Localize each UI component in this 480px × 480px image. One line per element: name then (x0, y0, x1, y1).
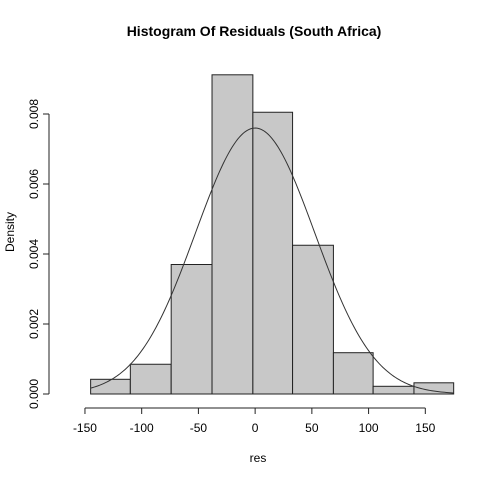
x-tick-label-1: -100 (130, 421, 154, 435)
histogram-bar-8 (413, 382, 455, 395)
histogram-bars (90, 74, 455, 395)
x-axis-label: res (250, 451, 267, 465)
histogram-bar-5 (292, 244, 334, 395)
histogram-bar-2 (170, 264, 213, 395)
y-tick-label-0: 0.000 (27, 379, 41, 409)
chart-title: Histogram Of Residuals (South Africa) (127, 23, 382, 39)
x-tick-label-0: -150 (73, 421, 97, 435)
normal-density-curve (90, 127, 454, 394)
x-tick-label-4: 50 (305, 421, 319, 435)
x-tick-label-2: -50 (190, 421, 208, 435)
x-tick-label-3: 0 (252, 421, 259, 435)
histogram-bar-7 (372, 385, 415, 395)
y-axis-label: Density (3, 212, 17, 252)
y-tick-label-3: 0.006 (27, 169, 41, 199)
histogram-bar-3 (211, 74, 254, 395)
x-axis: -150 -100 -50 0 50 100 150 (73, 407, 436, 435)
x-tick-label-6: 150 (415, 421, 435, 435)
histogram-bar-6 (332, 352, 374, 395)
histogram-bar-4 (252, 111, 294, 395)
histogram-bar-1 (129, 363, 172, 395)
y-tick-label-2: 0.004 (27, 239, 41, 269)
y-tick-label-1: 0.002 (27, 309, 41, 339)
y-axis: 0.000 0.002 0.004 0.006 0.008 (27, 99, 50, 409)
y-tick-label-4: 0.008 (27, 99, 41, 129)
x-tick-label-5: 100 (359, 421, 379, 435)
normal-curve-group (90, 127, 454, 394)
